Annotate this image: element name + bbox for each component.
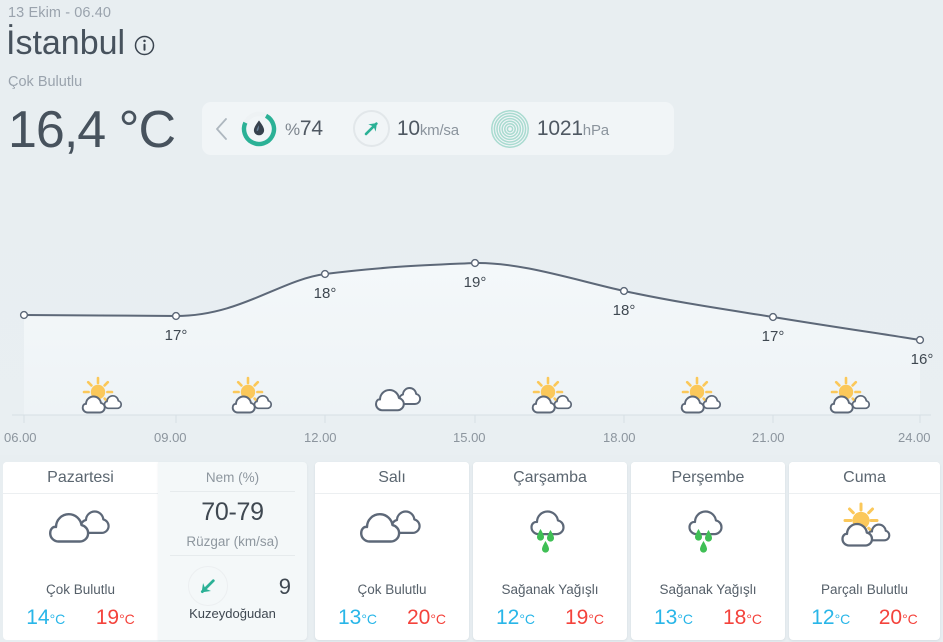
hour-label-1500: 15.00 bbox=[453, 430, 486, 445]
humidity-metric[interactable]: %74 bbox=[240, 110, 323, 148]
panel-divider-1 bbox=[170, 491, 295, 492]
chart-label-1200: 18° bbox=[314, 285, 337, 302]
hour-label-2100: 21.00 bbox=[752, 430, 785, 445]
daily-forecast: Pazartesi Çok Bulutlu 14°C 19°C Nem (%) bbox=[0, 462, 943, 642]
low-temp: 12°C bbox=[811, 606, 851, 629]
rain-icon bbox=[517, 506, 583, 563]
day-body: Sağanak Yağışlı 13°C 18°C bbox=[631, 494, 785, 640]
chart-points bbox=[19, 258, 925, 345]
panel-wind-row: 9 Kuzeydoğudan bbox=[158, 556, 307, 622]
sun-cloud-icon bbox=[680, 376, 722, 414]
pressure-value: 1021hPa bbox=[536, 116, 609, 140]
panel-wind-speed: 9 bbox=[278, 574, 291, 599]
datetime-label: 13 Ekim - 06.40 bbox=[8, 5, 112, 21]
day-name: Pazartesi bbox=[3, 462, 158, 494]
sun-cloud-icon bbox=[531, 376, 573, 414]
chart-point-labels: 17° 18° 19° 18° 17° 16° bbox=[165, 274, 934, 368]
day-name: Salı bbox=[315, 462, 469, 494]
hour-label-2400: 24.00 bbox=[898, 430, 931, 445]
low-temp: 12°C bbox=[495, 606, 536, 629]
detail-panel: Nem (%) 70-79 Rüzgar (km/sa) 9 Kuzeydoğu… bbox=[158, 462, 307, 640]
chart-label-2100: 17° bbox=[762, 328, 785, 345]
panel-divider-2 bbox=[170, 555, 295, 556]
panel-humidity-value: 70-79 bbox=[201, 498, 264, 526]
forecast-card-sali[interactable]: Salı Çok Bulutlu 13°C 20°C bbox=[315, 462, 469, 640]
day-name: Çarşamba bbox=[473, 462, 627, 494]
low-temp: 14°C bbox=[26, 606, 66, 629]
hourly-temperature-chart: 17° 18° 19° 18° 17° 16° bbox=[0, 170, 943, 455]
hour-label-0600: 06.00 bbox=[4, 430, 37, 445]
day-body: Parçalı Bulutlu 12°C 20°C bbox=[789, 494, 940, 640]
day-description: Sağanak Yağışlı bbox=[659, 582, 757, 597]
cloudy-icon bbox=[375, 387, 422, 412]
sun-cloud-icon bbox=[828, 502, 902, 561]
high-temp: 19°C bbox=[95, 606, 135, 629]
low-temp: 13°C bbox=[653, 606, 694, 629]
chart-label-2400: 16° bbox=[911, 351, 934, 368]
forecast-card-carsamba[interactable]: Çarşamba Sağanak Yağışlı 12°C 19°C bbox=[473, 462, 627, 640]
chart-hour-labels: 06.00 09.00 12.00 15.00 18.00 21.00 24.0… bbox=[0, 430, 943, 452]
hourly-icons bbox=[81, 376, 871, 414]
wind-arrow-northeast-icon bbox=[352, 110, 390, 147]
day-description: Parçalı Bulutlu bbox=[820, 582, 909, 597]
chart-label-0900: 17° bbox=[165, 327, 188, 344]
humidity-value: %74 bbox=[285, 116, 323, 140]
chart-label-1800: 18° bbox=[613, 302, 636, 319]
current-temperature: 16,4 °C bbox=[8, 101, 176, 159]
day-body: Sağanak Yağışlı 12°C 19°C bbox=[473, 494, 627, 640]
city-row: İstanbul bbox=[6, 26, 155, 60]
high-temp: 20°C bbox=[878, 606, 918, 629]
high-temp: 19°C bbox=[564, 606, 605, 629]
cloudy-icon bbox=[48, 506, 114, 557]
day-name: Perşembe bbox=[631, 462, 785, 494]
day-description: Sağanak Yağışlı bbox=[501, 582, 599, 597]
water-drop-icon bbox=[240, 110, 278, 148]
page-title: İstanbul bbox=[6, 24, 126, 62]
chart-label-1500: 19° bbox=[464, 274, 487, 291]
wind-value: 10km/sa bbox=[396, 116, 459, 140]
wind-metric[interactable]: 10km/sa bbox=[352, 110, 459, 147]
chart-ticks bbox=[23, 415, 921, 423]
day-temps: 12°C 20°C bbox=[789, 606, 940, 630]
current-condition: Çok Bulutlu bbox=[8, 74, 83, 90]
day-temps: 12°C 19°C bbox=[473, 606, 627, 630]
metrics-bar: %74 10km/sa bbox=[202, 102, 674, 155]
day-description: Çok Bulutlu bbox=[45, 582, 116, 597]
high-temp: 20°C bbox=[406, 606, 447, 629]
info-icon[interactable] bbox=[134, 35, 155, 56]
chevron-left-icon[interactable] bbox=[208, 117, 234, 140]
day-body: Çok Bulutlu 13°C 20°C bbox=[315, 494, 469, 640]
day-description: Çok Bulutlu bbox=[357, 582, 427, 597]
sun-cloud-icon bbox=[81, 376, 123, 414]
day-body: Çok Bulutlu 14°C 19°C bbox=[3, 494, 158, 640]
temperature-row: 16,4 °C bbox=[0, 97, 943, 165]
panel-humidity-label: Nem (%) bbox=[205, 470, 260, 485]
wind-arrow-southwest-icon bbox=[188, 566, 228, 606]
sun-cloud-icon bbox=[231, 376, 273, 414]
high-temp: 18°C bbox=[722, 606, 763, 629]
pressure-rings-icon bbox=[490, 109, 530, 149]
hour-label-1800: 18.00 bbox=[603, 430, 636, 445]
rain-icon bbox=[675, 506, 741, 563]
day-name: Cuma bbox=[789, 462, 940, 494]
hour-label-0900: 09.00 bbox=[154, 430, 187, 445]
forecast-card-persembe[interactable]: Perşembe Sağanak Yağışlı 13°C 18°C bbox=[631, 462, 785, 640]
forecast-card-cuma[interactable]: Cuma Parçalı Bulutlu bbox=[789, 462, 940, 640]
sun-cloud-icon bbox=[829, 376, 871, 414]
day-temps: 13°C 20°C bbox=[315, 606, 469, 630]
header: 13 Ekim - 06.40 İstanbul Çok Bulutlu 16,… bbox=[0, 0, 943, 170]
low-temp: 13°C bbox=[337, 606, 378, 629]
forecast-card-pazartesi[interactable]: Pazartesi Çok Bulutlu 14°C 19°C bbox=[3, 462, 158, 640]
day-temps: 13°C 18°C bbox=[631, 606, 785, 630]
panel-wind-label: Rüzgar (km/sa) bbox=[186, 534, 279, 549]
cloudy-icon bbox=[359, 506, 425, 557]
hour-label-1200: 12.00 bbox=[304, 430, 337, 445]
pressure-metric[interactable]: 1021hPa bbox=[490, 109, 609, 149]
panel-wind-direction: Kuzeydoğudan bbox=[189, 606, 276, 621]
day-temps: 14°C 19°C bbox=[3, 606, 158, 630]
